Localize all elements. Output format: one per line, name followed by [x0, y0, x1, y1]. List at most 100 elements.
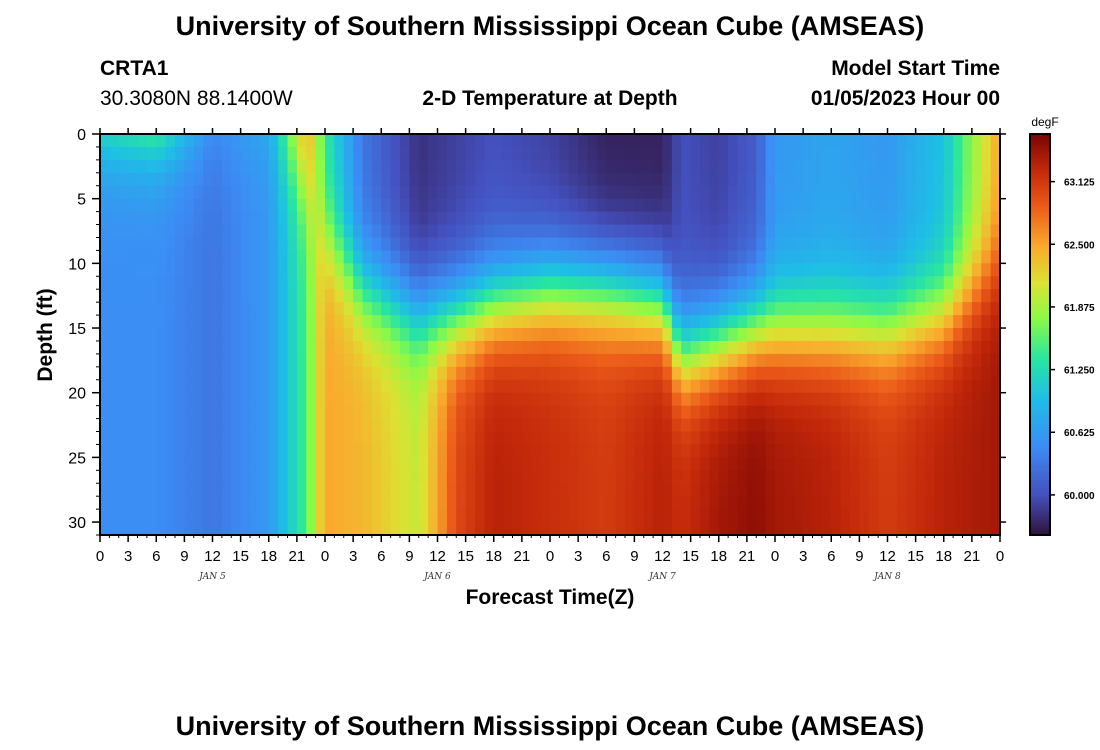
heatmap-cell — [128, 405, 139, 420]
heatmap-cell — [559, 198, 570, 213]
heatmap-cell — [925, 134, 935, 148]
heatmap-cell — [700, 457, 710, 471]
heatmap-cell — [212, 159, 223, 174]
heatmap-cell — [287, 470, 298, 484]
heatmap-cell — [943, 457, 954, 471]
heatmap-cell — [371, 237, 382, 252]
heatmap-cell — [531, 353, 542, 368]
heatmap-cell — [737, 405, 748, 420]
heatmap-cell — [878, 224, 889, 239]
heatmap-cell — [456, 405, 467, 420]
heatmap-cell — [184, 302, 195, 316]
heatmap-cell — [259, 250, 270, 264]
heatmap-cell — [934, 328, 945, 342]
heatmap-cell — [868, 328, 879, 342]
heatmap-cell — [896, 328, 907, 342]
heatmap-cell — [671, 431, 682, 446]
heatmap-cell — [128, 134, 139, 148]
heatmap-cell — [193, 379, 204, 394]
heatmap-cell — [671, 470, 682, 484]
heatmap-cell — [362, 159, 373, 174]
heatmap-cell — [868, 405, 879, 420]
heatmap-cell — [343, 431, 354, 446]
heatmap-cell — [203, 444, 214, 458]
heatmap-cell — [493, 263, 504, 277]
heatmap-cell — [540, 237, 551, 252]
heatmap-cell — [540, 302, 551, 316]
heatmap-cell — [700, 418, 710, 433]
heatmap-cell — [765, 353, 776, 368]
heatmap-cell — [146, 211, 157, 226]
heatmap-cell — [325, 276, 335, 290]
heatmap-cell — [362, 172, 373, 187]
heatmap-cell — [615, 379, 626, 394]
heatmap-cell — [296, 522, 307, 536]
heatmap-cell — [334, 483, 345, 497]
heatmap-cell — [990, 366, 1001, 381]
heatmap-cell — [925, 405, 935, 420]
heatmap-cell — [962, 457, 973, 471]
heatmap-cell — [203, 276, 214, 290]
heatmap-cell — [100, 276, 110, 290]
heatmap-cell — [793, 379, 804, 394]
heatmap-cell — [550, 379, 560, 394]
heatmap-cell — [737, 392, 748, 407]
heatmap-cell — [287, 315, 298, 329]
heatmap-cell — [184, 431, 195, 446]
heatmap-cell — [409, 276, 420, 290]
heatmap-cell — [456, 237, 467, 252]
heatmap-cell — [409, 392, 420, 407]
heatmap-cell — [662, 185, 673, 200]
heatmap-cell — [428, 379, 439, 394]
heatmap-cell — [287, 431, 298, 446]
heatmap-cell — [259, 289, 270, 303]
heatmap-cell — [821, 483, 832, 497]
heatmap-cell — [568, 263, 579, 277]
heatmap-cell — [540, 198, 551, 213]
heatmap-cell — [418, 379, 429, 394]
heatmap-cell — [840, 340, 851, 355]
heatmap-cell — [409, 211, 420, 226]
heatmap-cell — [915, 224, 926, 239]
heatmap-cell — [493, 444, 504, 458]
heatmap-cell — [521, 276, 532, 290]
heatmap-cell — [887, 379, 898, 394]
heatmap-cell — [587, 470, 598, 484]
colorbar-tick-label: 60.000 — [1064, 491, 1095, 502]
heatmap-cell — [212, 134, 223, 148]
heatmap-cell — [643, 146, 654, 161]
heatmap-cell — [953, 392, 964, 407]
heatmap-cell — [259, 418, 270, 433]
heatmap-cell — [325, 315, 335, 329]
heatmap-cell — [268, 483, 279, 497]
heatmap-cell — [287, 340, 298, 355]
heatmap-cell — [512, 198, 523, 213]
heatmap-cell — [671, 379, 682, 394]
heatmap-cell — [615, 496, 626, 510]
heatmap-cell — [306, 353, 317, 368]
heatmap-cell — [212, 172, 223, 187]
heatmap-cell — [137, 496, 148, 510]
heatmap-cell — [493, 198, 504, 213]
heatmap-cell — [400, 185, 410, 200]
heatmap-cell — [653, 444, 664, 458]
heatmap-cell — [662, 353, 673, 368]
heatmap-cell — [240, 328, 251, 342]
heatmap-cell — [521, 302, 532, 316]
heatmap-cell — [662, 263, 673, 277]
heatmap-cell — [512, 172, 523, 187]
heatmap-cell — [596, 353, 607, 368]
heatmap-cell — [334, 509, 345, 523]
heatmap-cell — [137, 470, 148, 484]
heatmap-cell — [100, 211, 110, 226]
heatmap-cell — [334, 315, 345, 329]
heatmap-cell — [521, 509, 532, 523]
heatmap-cell — [615, 405, 626, 420]
heatmap-cell — [953, 353, 964, 368]
heatmap-cell — [212, 185, 223, 200]
heatmap-cell — [578, 496, 589, 510]
heatmap-cell — [418, 224, 429, 239]
heatmap-cell — [278, 522, 289, 536]
heatmap-cell — [137, 457, 148, 471]
heatmap-cell — [737, 224, 748, 239]
